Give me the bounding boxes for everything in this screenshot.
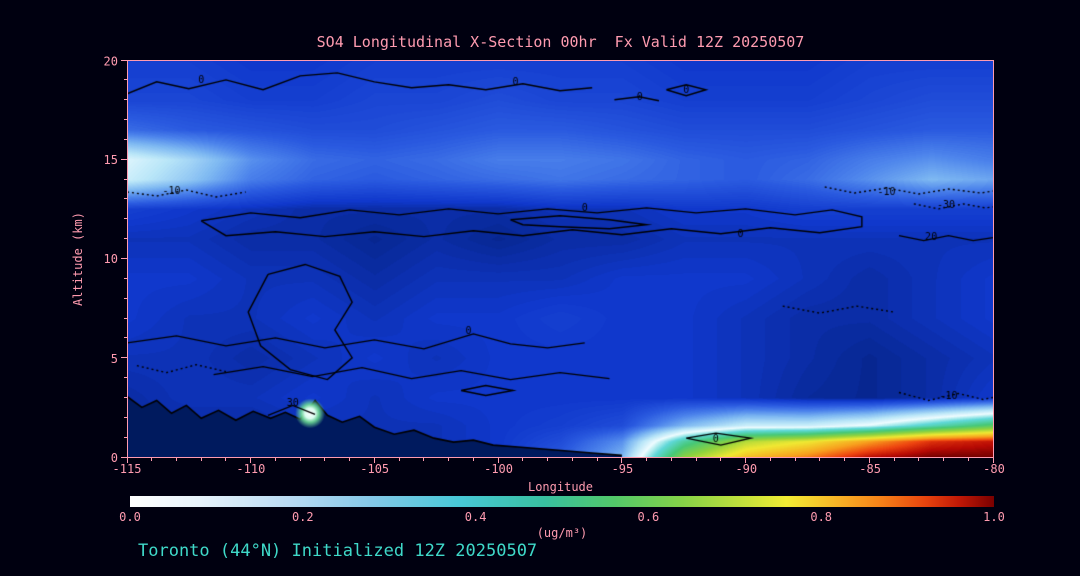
tick-mark bbox=[670, 458, 672, 461]
tick-mark bbox=[868, 458, 870, 463]
tick-mark bbox=[126, 458, 128, 463]
tick-mark bbox=[274, 458, 276, 461]
tick-mark bbox=[646, 458, 648, 461]
tick-mark bbox=[124, 416, 127, 418]
chart-title: SO4 Longitudinal X-Section 00hr Fx Valid… bbox=[316, 33, 805, 51]
tick-mark bbox=[124, 79, 127, 81]
tick-mark bbox=[844, 458, 846, 461]
tick-mark bbox=[720, 458, 722, 461]
colorbar bbox=[130, 496, 994, 507]
x-tick-label: -115 bbox=[112, 462, 142, 476]
y-axis-label: Altitude (km) bbox=[71, 212, 85, 306]
tick-mark bbox=[121, 456, 127, 458]
y-tick-label: 20 bbox=[103, 54, 118, 69]
tick-mark bbox=[175, 458, 177, 461]
x-tick-label: -90 bbox=[735, 462, 758, 476]
tick-mark bbox=[124, 277, 127, 279]
y-tick-label: 10 bbox=[103, 252, 118, 266]
tick-mark bbox=[893, 458, 895, 461]
tick-mark bbox=[124, 198, 127, 200]
tick-mark bbox=[124, 218, 127, 220]
y-tick-label: 0 bbox=[110, 451, 118, 465]
tick-mark bbox=[522, 458, 524, 461]
footer-caption: Toronto (44°N) Initialized 12Z 20250507 bbox=[138, 541, 538, 561]
tick-mark bbox=[571, 458, 573, 461]
heatmap-canvas bbox=[127, 60, 994, 458]
tick-mark bbox=[124, 99, 127, 101]
x-tick-label: -95 bbox=[611, 462, 634, 476]
tick-mark bbox=[621, 458, 623, 463]
x-tick-label: -105 bbox=[360, 462, 390, 476]
y-tick-label: 5 bbox=[110, 351, 118, 366]
tick-mark bbox=[225, 458, 227, 461]
tick-mark bbox=[423, 458, 425, 461]
tick-mark bbox=[121, 59, 127, 61]
tick-mark bbox=[547, 458, 549, 461]
tick-mark bbox=[943, 458, 944, 461]
tick-mark bbox=[596, 458, 598, 461]
tick-mark bbox=[819, 458, 821, 461]
x-tick-label: -110 bbox=[236, 462, 266, 476]
tick-mark bbox=[472, 458, 474, 461]
tick-mark bbox=[398, 458, 400, 461]
colorbar-ticks: 0.0 0.2 0.4 0.6 0.8 1.0 bbox=[119, 510, 1005, 524]
colorbar-tick-label: 0.2 bbox=[291, 510, 314, 524]
tick-mark bbox=[124, 119, 127, 121]
tick-mark bbox=[151, 458, 153, 461]
tick-mark bbox=[745, 458, 747, 463]
tick-mark bbox=[124, 178, 127, 180]
x-axis-ticks: -115 -110 -105 -100 -95 -90 -85 -80 bbox=[113, 462, 1005, 476]
tick-mark bbox=[124, 138, 127, 140]
tick-mark bbox=[121, 357, 127, 359]
tick-mark bbox=[373, 458, 375, 463]
tick-mark bbox=[497, 458, 499, 463]
tick-mark bbox=[349, 458, 351, 461]
tick-mark bbox=[124, 436, 127, 438]
tick-mark bbox=[124, 297, 127, 299]
x-tick-label: -80 bbox=[983, 462, 1005, 476]
tick-mark bbox=[992, 458, 994, 463]
tick-mark bbox=[124, 337, 127, 339]
tick-mark bbox=[121, 158, 127, 160]
tick-mark bbox=[695, 458, 697, 461]
tick-mark bbox=[918, 458, 920, 461]
tick-mark bbox=[967, 458, 969, 461]
tick-mark bbox=[794, 458, 796, 461]
tick-mark bbox=[769, 458, 771, 461]
tick-mark bbox=[121, 258, 127, 259]
tick-mark bbox=[124, 377, 127, 379]
y-axis-ticks: 0 5 10 15 20 bbox=[90, 54, 118, 465]
x-tick-label: -85 bbox=[859, 462, 881, 476]
tick-mark bbox=[448, 458, 450, 461]
tick-mark bbox=[124, 396, 127, 398]
tick-mark bbox=[200, 458, 202, 461]
tick-mark bbox=[124, 238, 127, 240]
tick-mark bbox=[324, 458, 326, 461]
colorbar-tick-label: 0.8 bbox=[810, 510, 833, 524]
x-axis-label: Longitude bbox=[527, 480, 594, 494]
colorbar-tick-label: 0.4 bbox=[464, 510, 487, 524]
y-tick-label: 15 bbox=[103, 152, 118, 167]
tick-mark bbox=[250, 458, 252, 463]
x-tick-label: -100 bbox=[484, 462, 514, 476]
plot-area bbox=[127, 60, 994, 458]
colorbar-tick-label: 1.0 bbox=[983, 510, 1005, 524]
tick-mark bbox=[124, 317, 127, 319]
colorbar-tick-label: 0.0 bbox=[119, 510, 141, 524]
tick-mark bbox=[299, 458, 301, 461]
colorbar-units: (ug/m³) bbox=[536, 526, 588, 540]
colorbar-tick-label: 0.6 bbox=[637, 510, 660, 524]
